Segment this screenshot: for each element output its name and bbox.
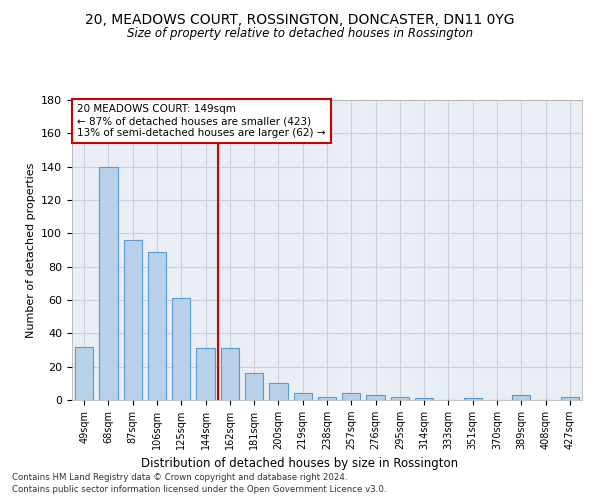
- Text: Contains public sector information licensed under the Open Government Licence v3: Contains public sector information licen…: [12, 485, 386, 494]
- Text: Distribution of detached houses by size in Rossington: Distribution of detached houses by size …: [142, 458, 458, 470]
- Bar: [464, 398, 482, 400]
- Bar: [148, 252, 166, 400]
- Bar: [561, 396, 579, 400]
- Text: 20 MEADOWS COURT: 149sqm
← 87% of detached houses are smaller (423)
13% of semi-: 20 MEADOWS COURT: 149sqm ← 87% of detach…: [77, 104, 326, 138]
- Bar: [172, 298, 190, 400]
- Bar: [221, 348, 239, 400]
- Text: 20, MEADOWS COURT, ROSSINGTON, DONCASTER, DN11 0YG: 20, MEADOWS COURT, ROSSINGTON, DONCASTER…: [85, 12, 515, 26]
- Y-axis label: Number of detached properties: Number of detached properties: [26, 162, 35, 338]
- Bar: [196, 348, 215, 400]
- Text: Contains HM Land Registry data © Crown copyright and database right 2024.: Contains HM Land Registry data © Crown c…: [12, 472, 347, 482]
- Bar: [415, 398, 433, 400]
- Bar: [367, 395, 385, 400]
- Bar: [293, 394, 312, 400]
- Bar: [124, 240, 142, 400]
- Bar: [342, 394, 361, 400]
- Bar: [245, 374, 263, 400]
- Bar: [391, 396, 409, 400]
- Bar: [100, 166, 118, 400]
- Text: Size of property relative to detached houses in Rossington: Size of property relative to detached ho…: [127, 28, 473, 40]
- Bar: [75, 346, 93, 400]
- Bar: [318, 396, 336, 400]
- Bar: [512, 395, 530, 400]
- Bar: [269, 384, 287, 400]
